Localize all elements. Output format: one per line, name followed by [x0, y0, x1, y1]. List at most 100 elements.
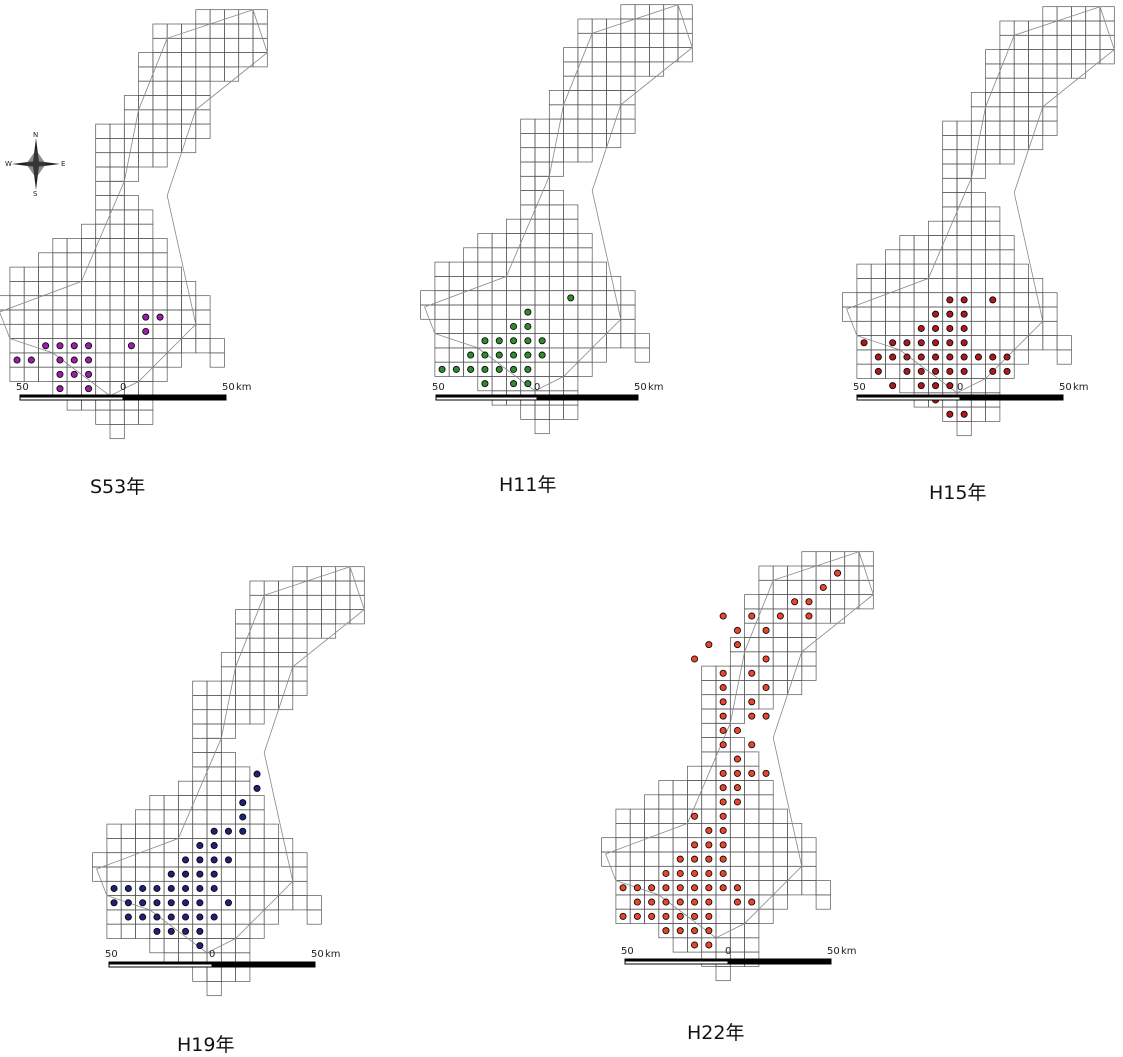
grid-cell — [38, 309, 54, 325]
occurrence-dot — [719, 712, 727, 720]
grid-cell — [52, 323, 68, 339]
grid-cell — [772, 651, 788, 667]
grid-cell — [181, 95, 197, 111]
grid-cell — [634, 61, 650, 77]
grid-cell — [138, 209, 154, 225]
grid-cell — [0, 295, 11, 311]
occurrence-dot — [1003, 353, 1011, 361]
grid-cell — [534, 147, 550, 163]
grid-cell — [577, 90, 593, 106]
grid-cell — [206, 737, 222, 753]
scale-segment-left-top — [20, 395, 123, 398]
occurrence-dot — [762, 769, 770, 777]
occurrence-dot — [182, 927, 190, 935]
grid-cell — [95, 352, 111, 368]
grid-cell — [591, 290, 607, 306]
grid-cell — [506, 290, 522, 306]
grid-cell — [1013, 349, 1029, 365]
grid-cell — [1056, 349, 1072, 365]
occurrence-dot — [524, 308, 532, 316]
grid-cell — [928, 292, 944, 308]
occurrence-dot — [196, 927, 204, 935]
grid-cell — [801, 665, 817, 681]
occurrence-dot — [210, 870, 218, 878]
scale-segment-left-top — [109, 962, 212, 965]
occurrence-dot — [127, 342, 135, 350]
grid-cell — [620, 32, 636, 48]
grid-cell — [109, 281, 125, 297]
grid-cell — [672, 780, 688, 796]
map-h19 — [92, 566, 365, 997]
grid-cell — [235, 766, 251, 782]
grid-cell — [801, 579, 817, 595]
occurrence-dot — [917, 382, 925, 390]
occurrence-dot — [733, 755, 741, 763]
scale-unit: km — [841, 946, 857, 957]
grid-cell — [181, 52, 197, 68]
grid-cell — [195, 123, 211, 139]
grid-cell — [956, 163, 972, 179]
grid-cell — [235, 652, 251, 668]
grid-cell — [163, 852, 179, 868]
occurrence-dot — [167, 899, 175, 907]
grid-cell — [856, 306, 872, 322]
grid-cell — [95, 238, 111, 254]
occurrence-dot — [733, 641, 741, 649]
grid-cell — [658, 780, 674, 796]
grid-cell — [109, 352, 125, 368]
grid-cell — [520, 290, 536, 306]
grid-cell — [577, 75, 593, 91]
occurrence-dot — [705, 941, 713, 949]
occurrence-dot — [110, 884, 118, 892]
grid-cell — [913, 306, 929, 322]
grid-cell — [95, 323, 111, 339]
occurrence-dot — [705, 827, 713, 835]
grid-cell — [95, 152, 111, 168]
grid-cell — [491, 233, 507, 249]
grid-cell — [701, 737, 717, 753]
grid-cell — [563, 118, 579, 134]
occurrence-dot — [932, 367, 940, 375]
occurrence-dot — [748, 898, 756, 906]
grid-cell — [206, 723, 222, 739]
occurrence-dot — [182, 856, 190, 864]
grid-cell — [306, 895, 322, 911]
grid-cell — [192, 723, 208, 739]
grid-cell — [249, 852, 265, 868]
grid-cell — [534, 247, 550, 263]
grid-cell — [956, 220, 972, 236]
grid-cell — [577, 276, 593, 292]
occurrence-dot — [960, 339, 968, 347]
grid-cell — [278, 895, 294, 911]
grid-cell — [195, 80, 211, 96]
grid-cell — [152, 281, 168, 297]
occurrence-dot — [917, 339, 925, 347]
grid-cell — [985, 220, 1001, 236]
grid-cell — [548, 90, 564, 106]
grid-cell — [644, 865, 660, 881]
grid-cell — [1042, 6, 1058, 22]
grid-cell — [1013, 135, 1029, 151]
occurrence-dot — [676, 927, 684, 935]
grid-cell — [1028, 335, 1044, 351]
grid-cell — [729, 823, 745, 839]
grid-cell — [434, 304, 450, 320]
grid-cell — [52, 238, 68, 254]
occurrence-dot — [691, 898, 699, 906]
grid-cell — [192, 766, 208, 782]
grid-cell — [956, 177, 972, 193]
grid-cell — [856, 349, 872, 365]
occurrence-dot — [791, 598, 799, 606]
grid-cell — [606, 61, 622, 77]
occurrence-dot — [124, 884, 132, 892]
grid-cell — [195, 309, 211, 325]
grid-cell — [1013, 320, 1029, 336]
grid-cell — [278, 637, 294, 653]
occurrence-dot — [27, 356, 35, 364]
grid-cell — [677, 47, 693, 63]
scale-center: 0 — [725, 946, 731, 957]
occurrence-dot — [874, 353, 882, 361]
grid-cell — [634, 47, 650, 63]
grid-cell — [520, 233, 536, 249]
grid-cell — [195, 109, 211, 125]
